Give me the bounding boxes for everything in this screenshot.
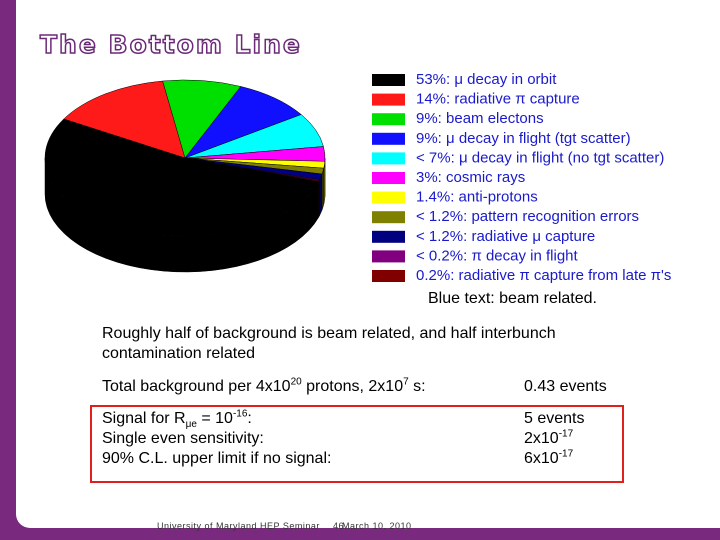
footer-date: March 10, 2010: [342, 521, 412, 531]
line: Signal for Rμe = 10-16:: [102, 408, 331, 431]
superscript: 20: [290, 376, 302, 388]
text: Signal for R: [102, 410, 186, 427]
superscript: -17: [558, 448, 574, 460]
pie-slice: [44, 118, 319, 237]
pie-slice: [63, 80, 186, 159]
legend-label: 9%: μ decay in flight (tgt scatter): [416, 130, 631, 147]
legend-label: 3%: cosmic rays: [416, 169, 525, 186]
superscript: -17: [558, 428, 574, 440]
text: :: [247, 410, 252, 427]
superscript: -16: [232, 408, 248, 420]
legend-swatch: [372, 191, 405, 204]
total-background-label: Total background per 4x1020 protons, 2x1…: [102, 377, 426, 397]
legend-swatch: [372, 172, 405, 184]
text: protons, 2x10: [301, 378, 404, 395]
summary: Roughly half of background is beam relat…: [102, 325, 556, 362]
legend-swatch: [372, 74, 405, 86]
slide-title: The Bottom Line: [39, 29, 302, 60]
legend-label: < 7%: μ decay in flight (no tgt scatter): [416, 149, 664, 166]
line: 5 events: [524, 410, 585, 427]
pie-slice: [184, 86, 302, 159]
text: = 10: [196, 410, 233, 427]
legend-swatch: [372, 211, 405, 224]
highlight-box: [90, 405, 624, 483]
legend-swatch: [372, 250, 405, 263]
legend-label: 0.2%: radiative π capture from late π's: [416, 267, 671, 284]
legend-swatch: [372, 113, 405, 126]
superscript: 7: [403, 376, 409, 388]
text: Total background per 4x10: [102, 378, 291, 395]
signal-values: 5 events 2x10-17 6x10-17: [524, 409, 584, 469]
pie-slice: [162, 79, 242, 159]
legend-label: < 1.2%: pattern recognition errors: [416, 208, 639, 225]
line: Single even sensitivity:: [102, 430, 264, 447]
total-background-value: 0.43 events: [524, 378, 607, 395]
line: 6x10-17: [524, 449, 584, 469]
line: 90% C.L. upper limit if no signal:: [102, 450, 332, 467]
note: Blue text: beam related.: [428, 290, 597, 307]
text: 6x10: [524, 450, 559, 467]
legend-swatch: [372, 270, 405, 282]
legend-label: 1.4%: anti-protons: [416, 189, 538, 206]
legend-label: 9%: beam electons: [416, 110, 544, 127]
legend-label: < 0.2%: π decay in flight: [416, 247, 579, 264]
legend-swatch: [372, 230, 405, 243]
text: s:: [408, 378, 426, 395]
legend-swatch: [372, 152, 405, 165]
signal-labels: Signal for Rμe = 10-16: Single even sens…: [102, 409, 331, 469]
legend-swatch: [372, 93, 405, 106]
pie-slice-side: [319, 173, 323, 216]
legend-label: 14%: radiative π capture: [416, 91, 580, 108]
footer-page: 46: [333, 521, 345, 531]
line: 2x10-17: [524, 429, 584, 449]
subscript: μe: [185, 419, 197, 431]
text: 2x10: [524, 430, 559, 447]
pie-slice-side: [321, 168, 325, 211]
legend-label: 53%: μ decay in orbit: [416, 71, 557, 88]
footer-institution: University of Maryland HEP Seminar: [157, 521, 320, 531]
legend-swatch: [372, 132, 405, 145]
legend-label: < 1.2%: radiative μ capture: [416, 228, 595, 245]
